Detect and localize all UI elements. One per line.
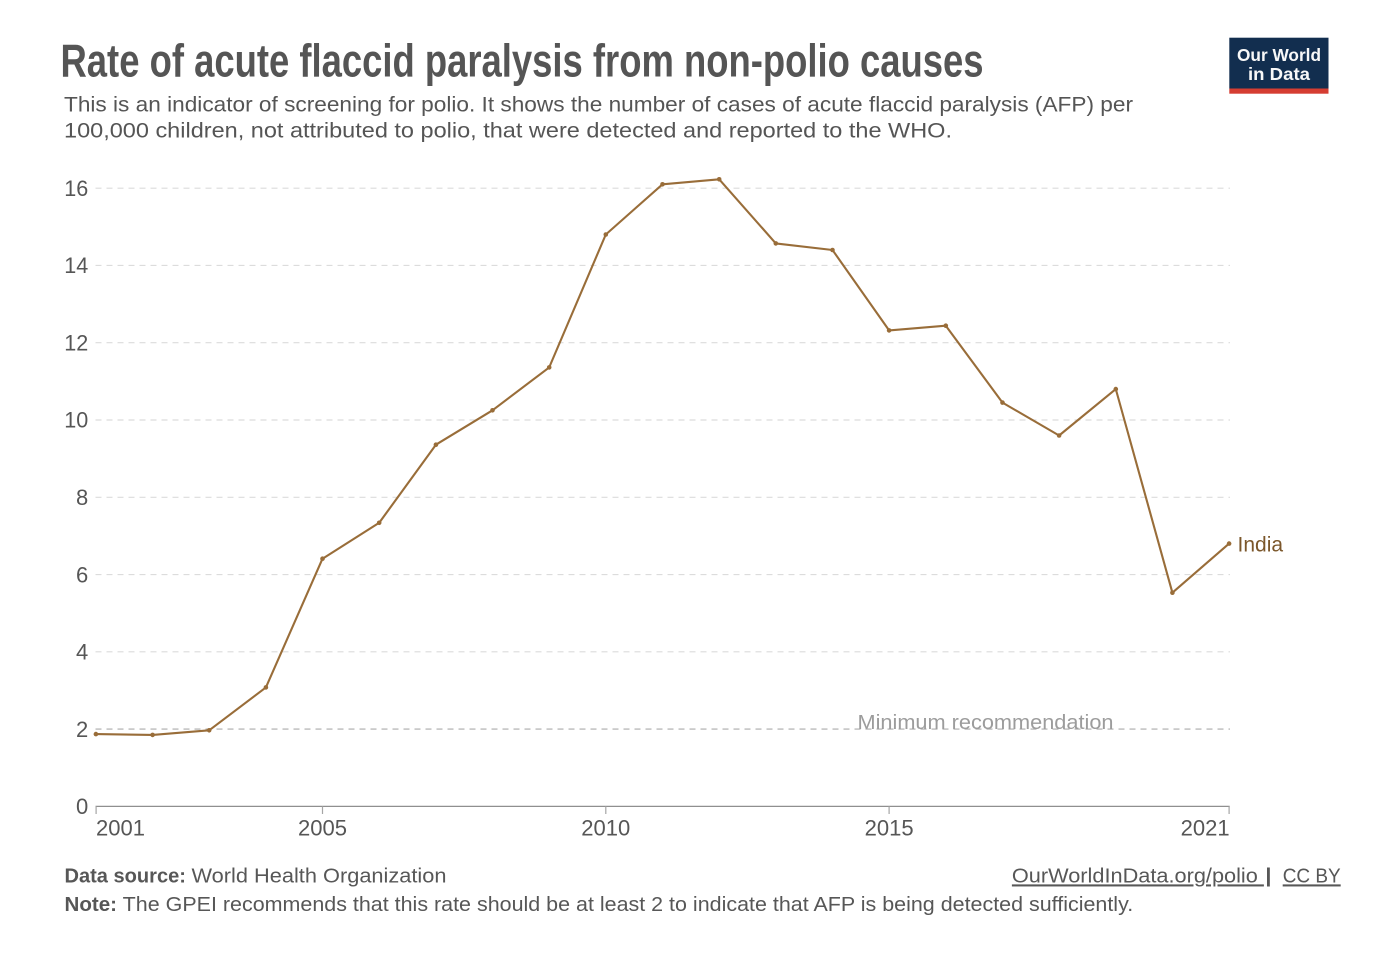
svg-text:0: 0 [76, 794, 88, 819]
svg-text:100,000 children, not attribut: 100,000 children, not attributed to poli… [64, 119, 952, 143]
svg-text:OurWorldInData.org/polio | CC: OurWorldInData.org/polio | CC BY [1012, 864, 1341, 887]
svg-text:2: 2 [76, 717, 88, 742]
svg-text:Rate of acute flaccid paralysi: Rate of acute flaccid paralysis from non… [61, 35, 984, 87]
svg-text:Data source: World Health Orga: Data source: World Health Organization [65, 864, 447, 887]
svg-text:Note: The GPEI recommends that: Note: The GPEI recommends that this rate… [65, 893, 1134, 916]
svg-text:8: 8 [76, 485, 88, 510]
svg-text:Our World: Our World [1237, 45, 1321, 65]
svg-text:10: 10 [64, 408, 88, 433]
svg-text:Minimum recommendation: Minimum recommendation [858, 711, 1114, 734]
svg-text:in Data: in Data [1248, 64, 1310, 84]
svg-text:12: 12 [64, 330, 88, 355]
svg-text:2010: 2010 [581, 815, 630, 840]
svg-text:16: 16 [64, 176, 88, 201]
svg-text:14: 14 [64, 253, 88, 278]
svg-text:This is an indicator of screen: This is an indicator of screening for po… [64, 92, 1133, 116]
svg-text:4: 4 [76, 640, 88, 665]
svg-text:2005: 2005 [298, 815, 347, 840]
svg-text:India: India [1238, 534, 1284, 557]
svg-text:2021: 2021 [1181, 815, 1230, 840]
svg-text:2015: 2015 [865, 815, 914, 840]
svg-text:2001: 2001 [96, 815, 145, 840]
svg-text:6: 6 [76, 562, 88, 587]
